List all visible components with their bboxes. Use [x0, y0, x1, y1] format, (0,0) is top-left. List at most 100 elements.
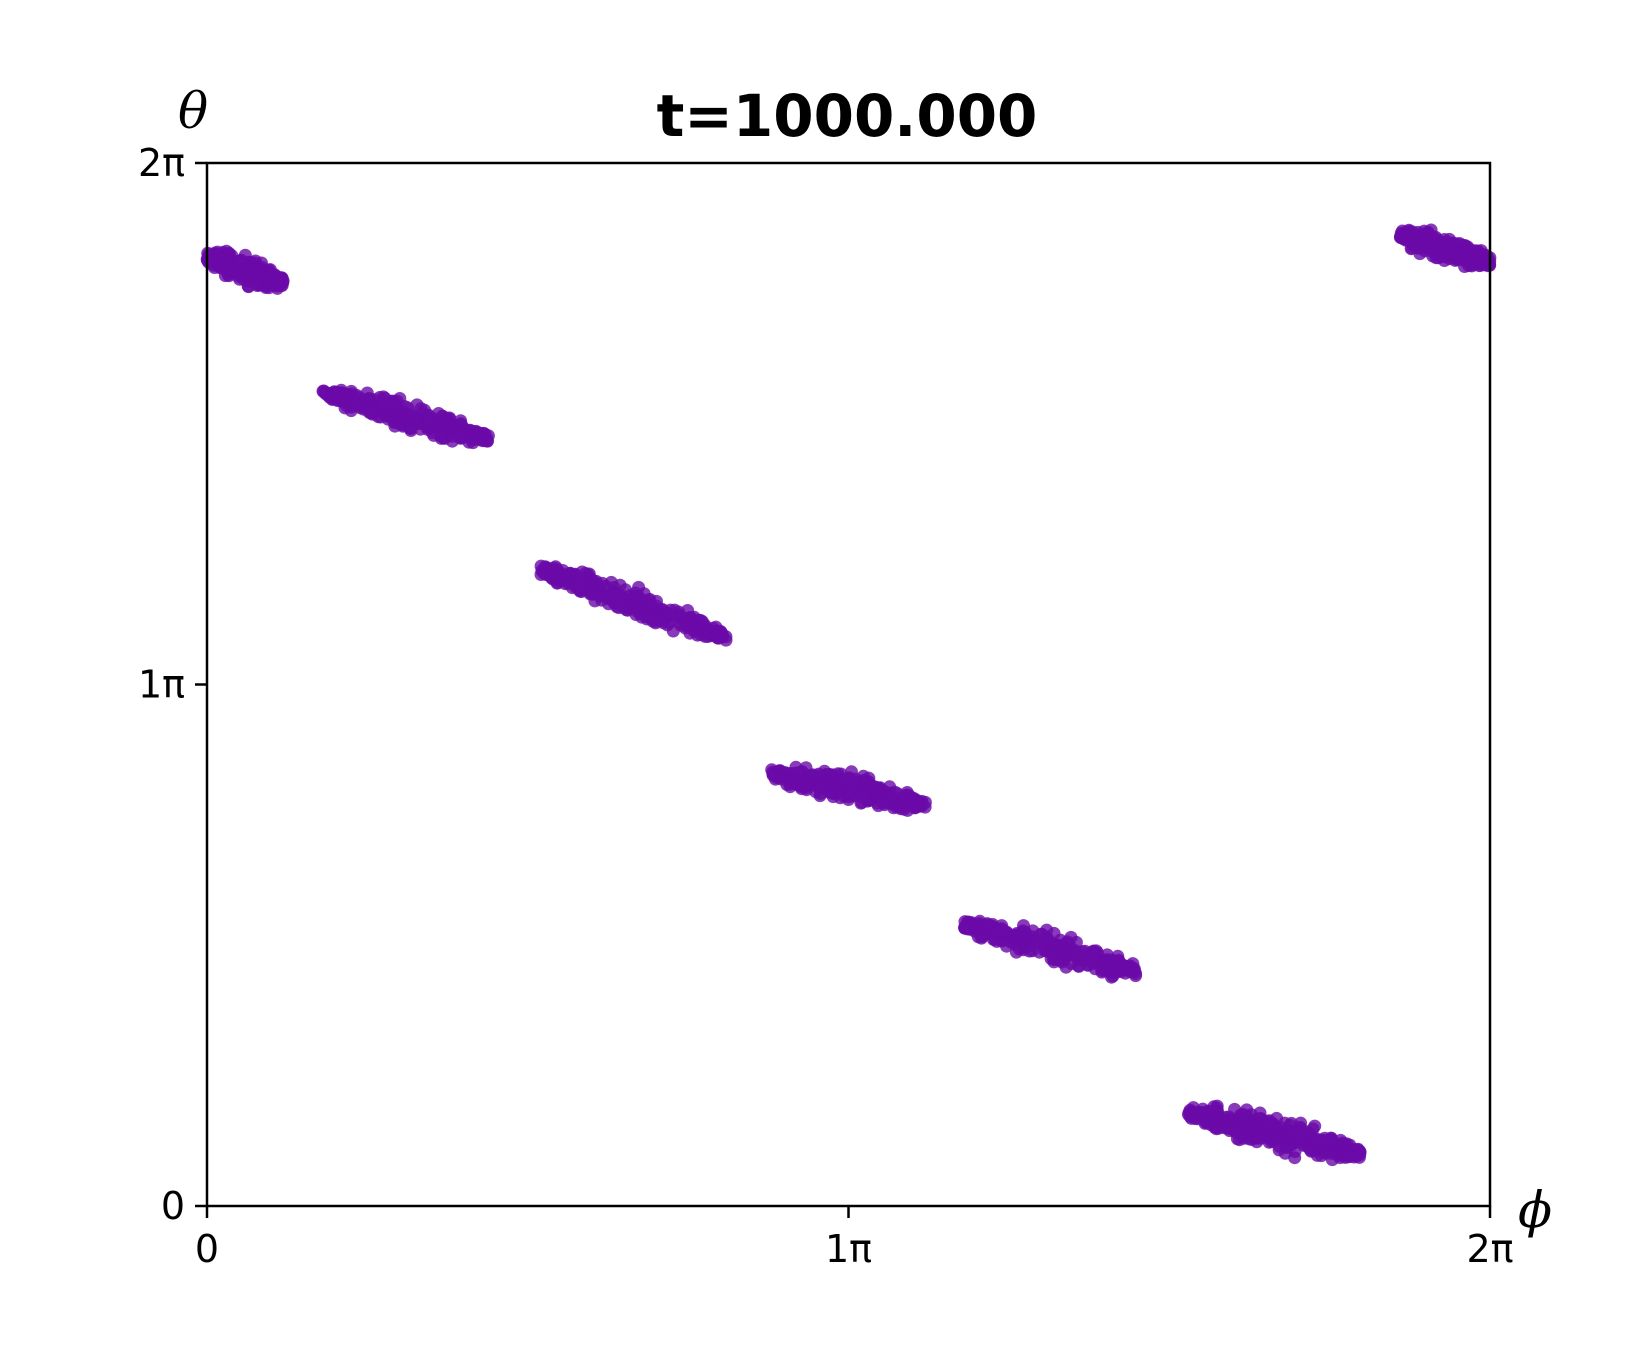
y-axis-ticks: 0 1π 2π: [138, 141, 207, 1228]
scatter-point: [663, 607, 677, 621]
scatter-point: [1278, 1116, 1292, 1130]
scatter-point: [1223, 1124, 1237, 1138]
scatter-point: [367, 404, 380, 418]
scatter-point: [875, 795, 889, 809]
scatter-point: [1245, 1124, 1258, 1138]
y-axis-label: θ: [178, 82, 208, 140]
scatter-point: [1196, 1102, 1210, 1116]
scatter-point: [1306, 1135, 1320, 1149]
scatter-point: [1435, 250, 1449, 263]
scatter-point: [1353, 1148, 1367, 1162]
scatter-point: [834, 782, 848, 796]
x-tick-label: 2π: [1466, 1227, 1513, 1271]
scatter-point: [991, 924, 1005, 938]
scatter-point: [453, 417, 467, 431]
scatter-point: [827, 773, 841, 787]
scatter-point: [1403, 234, 1417, 248]
scatter-point: [1458, 239, 1472, 253]
scatter-point: [1041, 932, 1055, 946]
scatter-point: [631, 605, 645, 618]
scatter-point: [1415, 236, 1429, 250]
scatter-point: [1442, 232, 1456, 246]
scatter-point: [859, 774, 873, 788]
scatter-point: [1464, 258, 1478, 271]
scatter-point: [913, 795, 927, 809]
scatter-point: [769, 768, 783, 782]
x-axis-label: ϕ: [1518, 1181, 1552, 1239]
scatter-point: [698, 622, 712, 635]
scatter-point: [649, 599, 663, 613]
scatter-point: [974, 931, 988, 945]
y-tick-label: 2π: [138, 141, 185, 185]
scatter-point: [1101, 959, 1115, 973]
scatter-point: [1077, 953, 1091, 967]
scatter-point: [579, 576, 593, 589]
scatter-point: [327, 385, 341, 399]
scatter-point: [390, 414, 404, 428]
scatter-point: [617, 600, 631, 614]
scatter-point: [387, 396, 401, 410]
scatter-point: [1066, 944, 1080, 957]
scatter-point: [780, 766, 794, 780]
scatter-point: [1119, 962, 1132, 976]
x-tick-label: 1π: [825, 1227, 872, 1271]
scatter-point: [1457, 248, 1471, 262]
scatter-point: [1064, 930, 1078, 944]
scatter-point: [214, 257, 228, 271]
y-tick-label: 0: [161, 1184, 185, 1228]
plot-frame: [205, 161, 1492, 1208]
scatter-point: [418, 403, 432, 417]
scatter-point: [1129, 969, 1143, 983]
scatter-point: [1290, 1123, 1304, 1137]
scatter-point: [547, 564, 561, 578]
scatter-point: [719, 633, 733, 647]
scatter-point: [317, 384, 331, 398]
scatter-point: [867, 783, 881, 797]
scatter-point: [899, 788, 913, 802]
scatter-point: [242, 280, 256, 294]
scatter-point: [895, 799, 909, 813]
scatter-point: [1318, 1131, 1332, 1145]
scatter-point: [262, 276, 276, 290]
chart-title: t=1000.000: [657, 82, 1038, 150]
scatter-point: [813, 789, 827, 803]
scatter-point: [1447, 246, 1461, 260]
scatter-point: [632, 580, 646, 594]
scatter-point: [441, 418, 455, 432]
scatter-point: [1185, 1111, 1198, 1125]
data-points: [200, 223, 1497, 1167]
scatter-point: [1481, 259, 1495, 273]
scatter-point: [795, 774, 809, 788]
scatter-point: [685, 614, 698, 628]
scatter-point: [607, 589, 621, 603]
scatter-point: [1471, 248, 1485, 262]
scatter-point: [1112, 953, 1126, 967]
scatter-point: [1023, 938, 1037, 952]
scatter-point: [963, 922, 977, 936]
scatter-point: [575, 565, 589, 579]
x-axis-ticks: 0 1π 2π: [195, 1206, 1514, 1271]
y-tick-label: 1π: [138, 663, 185, 707]
scatter-point: [1300, 1125, 1314, 1139]
scatter-point: [1059, 960, 1073, 974]
scatter-point: [1090, 957, 1104, 971]
scatter-point: [1208, 1116, 1222, 1130]
scatter-point: [1339, 1145, 1353, 1158]
scatter-point: [1263, 1114, 1277, 1128]
scatter-point: [475, 432, 489, 446]
scatter-point: [1207, 1100, 1221, 1114]
scatter-point: [1009, 945, 1023, 959]
scatter-point: [1000, 939, 1014, 953]
scatter-point: [593, 589, 607, 603]
scatter-point: [404, 424, 418, 437]
scatter-point: [403, 411, 417, 425]
scatter-point: [433, 429, 447, 443]
scatter-point: [687, 624, 701, 638]
scatter-point: [855, 789, 869, 803]
scatter-point: [249, 264, 262, 278]
scatter-point: [443, 428, 457, 442]
scatter-point: [228, 263, 242, 277]
x-tick-label: 0: [195, 1227, 219, 1271]
scatter-point: [1281, 1137, 1295, 1150]
